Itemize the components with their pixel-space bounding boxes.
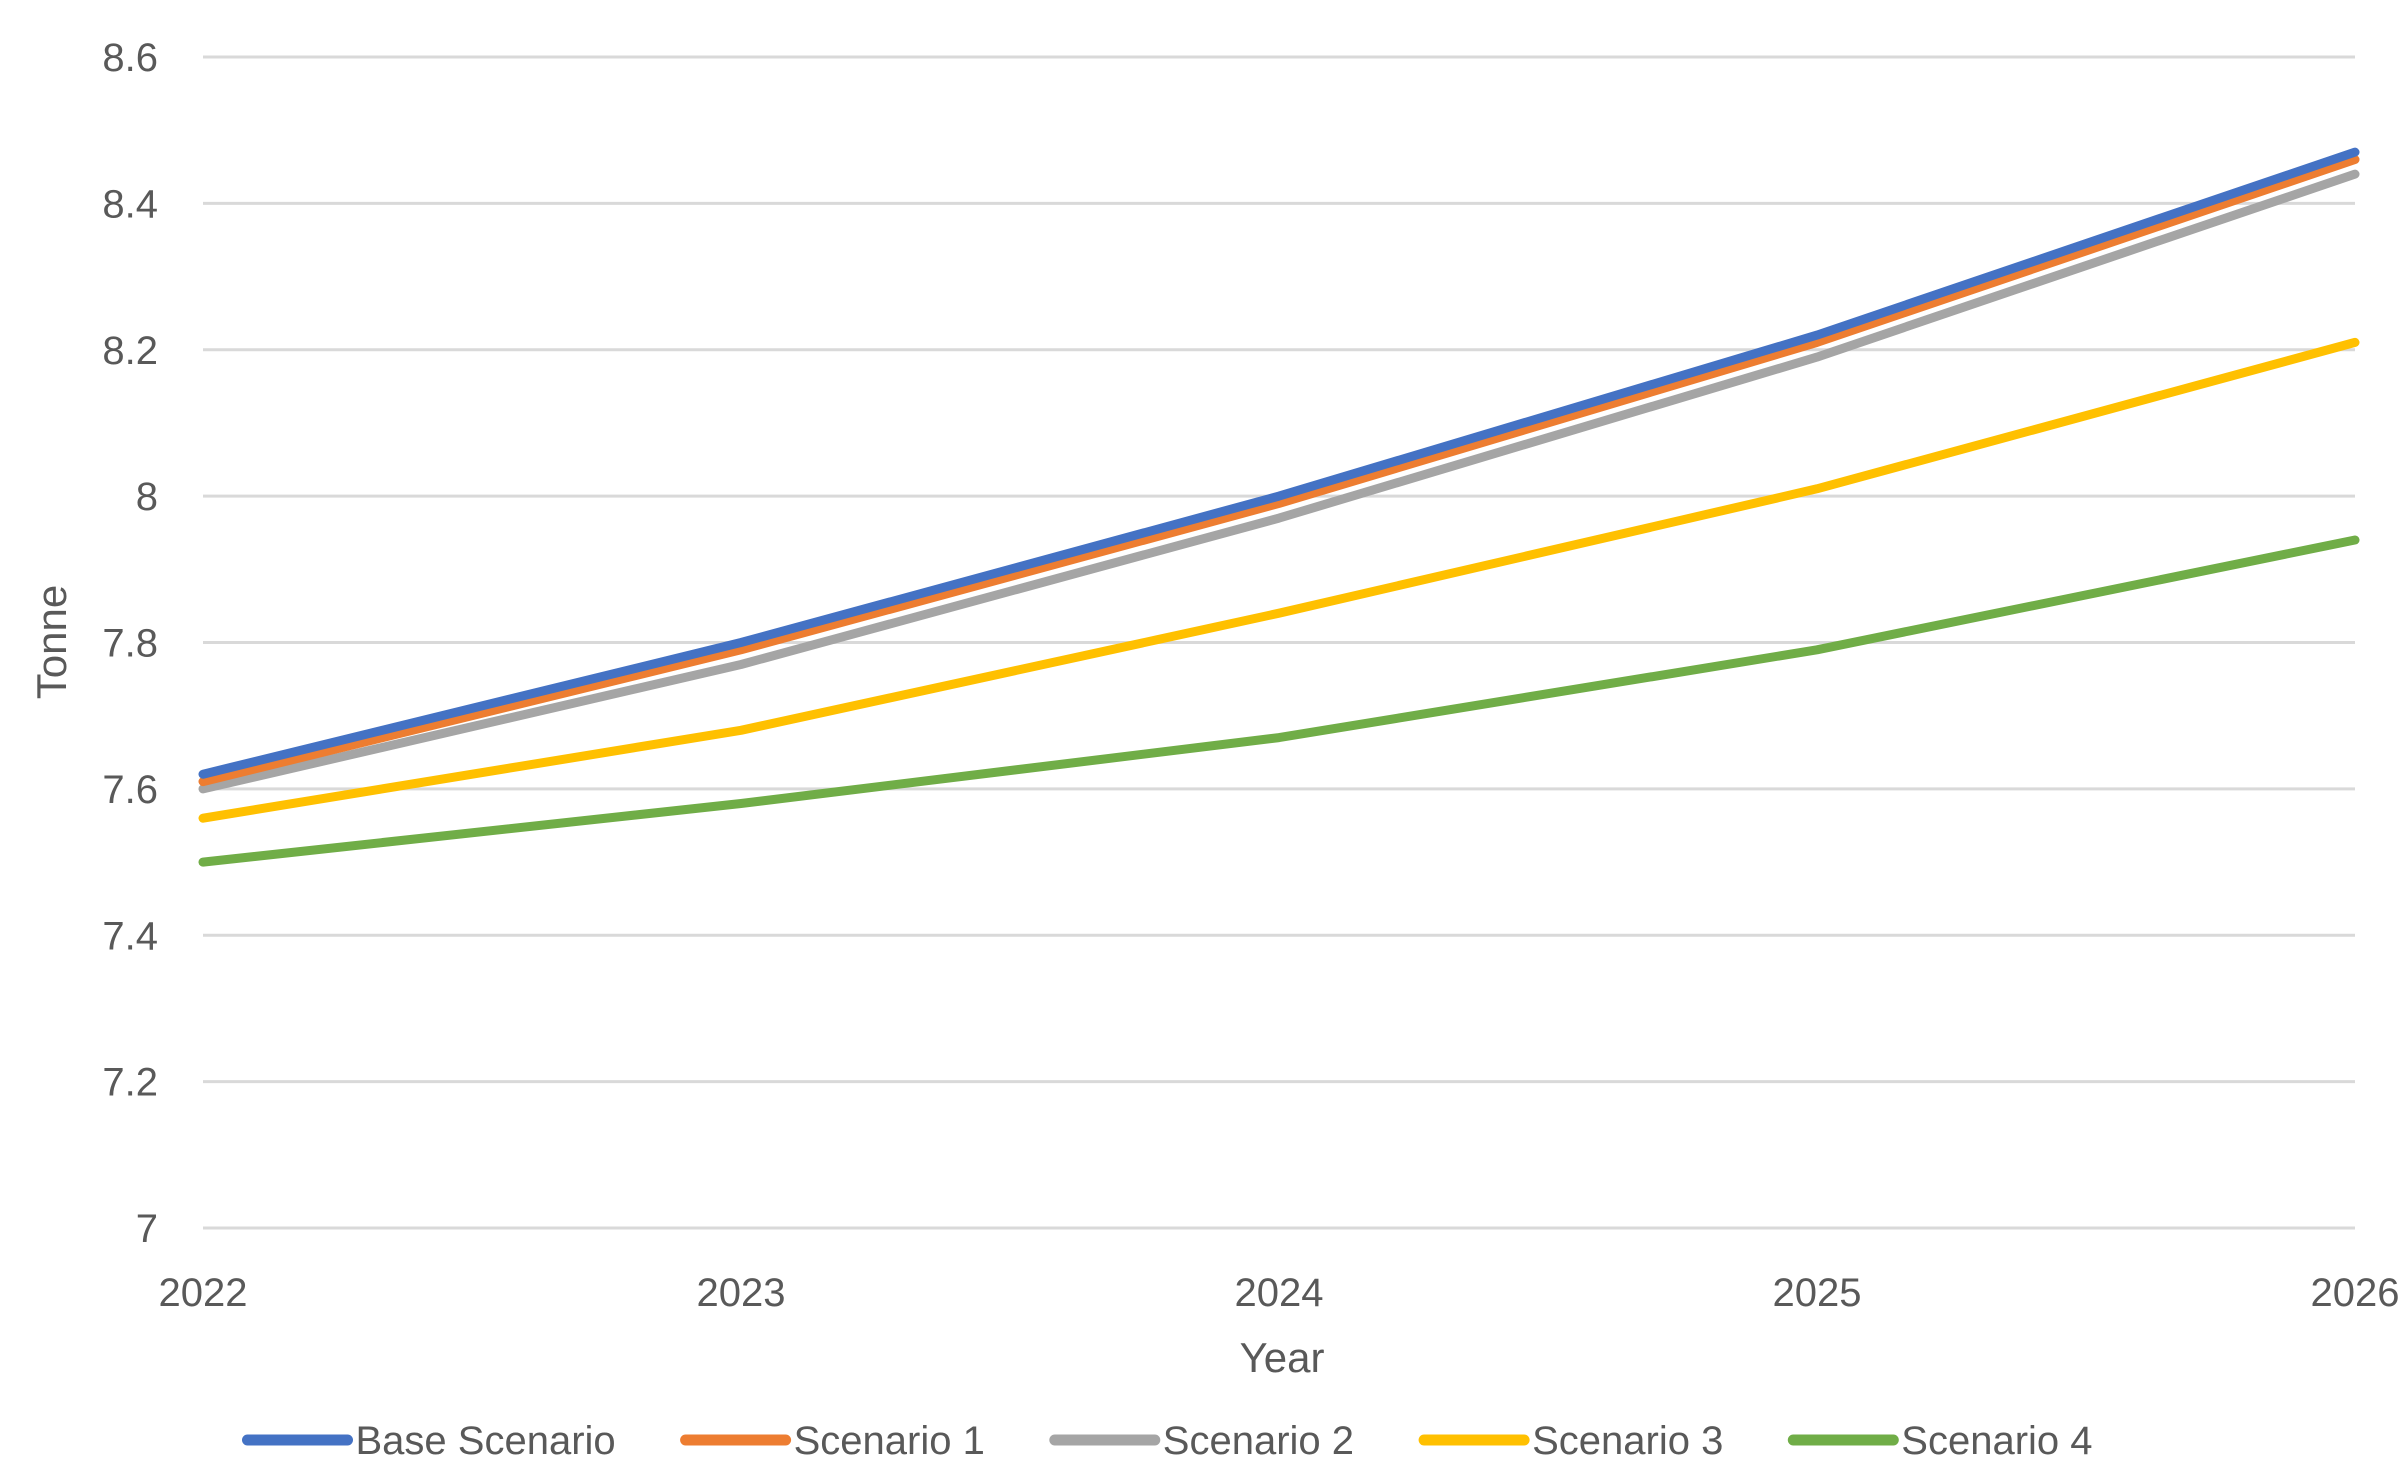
x-axis-ticks: 2022 2023 2024 2025 2026: [159, 1271, 2400, 1315]
x-axis-title: Year: [1240, 1334, 1325, 1381]
legend-label: Scenario 4: [1901, 1419, 2092, 1463]
series-lines: [198, 147, 2360, 867]
legend-item: Scenario 3: [1418, 1419, 1723, 1463]
legend-item: Base Scenario: [242, 1419, 616, 1463]
y-axis-ticks: 7 7.2 7.4 7.6 7.8 8 8.2 8.4 8.6: [102, 36, 158, 1251]
legend-item: Scenario 4: [1787, 1419, 2093, 1463]
legend-item: Scenario 1: [680, 1419, 985, 1463]
y-tick-label: 8.4: [102, 182, 158, 226]
x-tick-label: 2022: [159, 1271, 248, 1315]
y-tick-label: 8.2: [102, 329, 158, 373]
y-axis-title: Tonne: [28, 585, 75, 699]
legend-label: Scenario 3: [1532, 1419, 1723, 1463]
y-tick-label: 7.6: [102, 768, 158, 812]
legend-label: Scenario 2: [1163, 1419, 1354, 1463]
y-tick-label: 7.2: [102, 1061, 158, 1105]
series-line-scenario-2: [198, 169, 2360, 794]
x-tick-label: 2024: [1235, 1271, 1324, 1315]
series-line-base-scenario: [198, 147, 2360, 779]
legend-item: Scenario 2: [1049, 1419, 1354, 1463]
y-tick-label: 8.6: [102, 36, 158, 80]
y-tick-label: 8: [136, 475, 158, 519]
legend-label: Base Scenario: [356, 1419, 616, 1463]
y-tick-label: 7: [136, 1207, 158, 1251]
y-tick-label: 7.8: [102, 622, 158, 666]
series-line-scenario-4: [198, 535, 2360, 867]
legend: Base Scenario Scenario 1 Scenario 2 Scenari…: [242, 1419, 2093, 1463]
legend-label: Scenario 1: [794, 1419, 985, 1463]
series-line-scenario-3: [198, 337, 2360, 823]
gridlines: [203, 55, 2355, 1230]
series-line-scenario-1: [198, 155, 2360, 787]
x-tick-label: 2025: [1773, 1271, 1862, 1315]
x-tick-label: 2026: [2311, 1271, 2400, 1315]
y-tick-label: 7.4: [102, 914, 158, 958]
x-tick-label: 2023: [697, 1271, 786, 1315]
